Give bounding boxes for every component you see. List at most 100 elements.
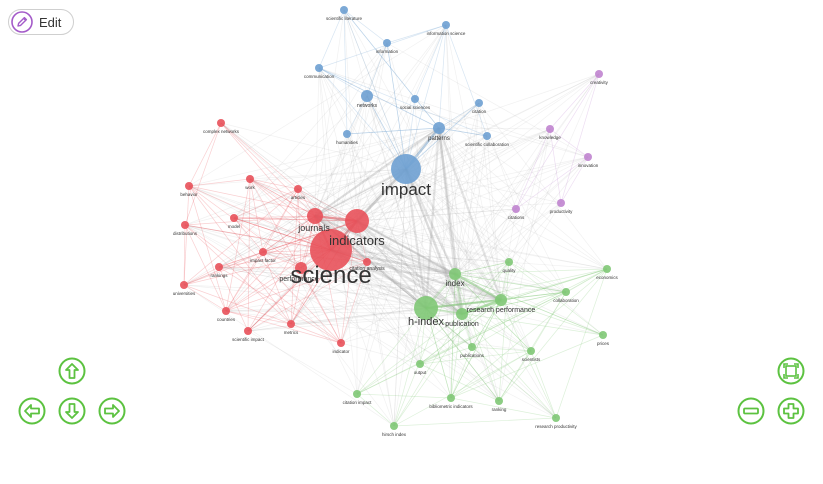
- pan-left-button[interactable]: [18, 397, 46, 425]
- node-humanities[interactable]: [343, 130, 351, 138]
- node-scientific-impact[interactable]: [244, 327, 252, 335]
- node-label: rankings: [210, 273, 228, 278]
- node-countries[interactable]: [222, 307, 230, 315]
- edge: [425, 208, 517, 309]
- node-research-performance[interactable]: [495, 294, 507, 306]
- node-knowledge[interactable]: [546, 125, 554, 133]
- edge: [405, 102, 480, 170]
- edge: [405, 168, 608, 270]
- edge: [549, 128, 589, 158]
- node-publication[interactable]: [456, 308, 468, 320]
- pan-up-button[interactable]: [58, 357, 86, 385]
- edit-button[interactable]: Edit: [8, 9, 74, 35]
- pan-right-button[interactable]: [98, 397, 126, 425]
- node-distributions[interactable]: [181, 221, 189, 229]
- pan-down-button[interactable]: [58, 397, 86, 425]
- node-label: ranking: [492, 407, 507, 412]
- node-scientific-collaboration[interactable]: [483, 132, 491, 140]
- node-citation[interactable]: [475, 99, 483, 107]
- edge: [356, 95, 368, 222]
- node-articles[interactable]: [294, 185, 302, 193]
- node-communication[interactable]: [315, 64, 323, 72]
- edge: [318, 24, 447, 69]
- node-model[interactable]: [230, 214, 238, 222]
- node-indicator[interactable]: [337, 339, 345, 347]
- edge: [188, 185, 292, 325]
- zoom-in-button[interactable]: [777, 397, 805, 425]
- edge: [454, 102, 480, 275]
- node-journals[interactable]: [307, 208, 323, 224]
- node-output[interactable]: [416, 360, 424, 368]
- node-hirsch-index[interactable]: [390, 422, 398, 430]
- node-creativity[interactable]: [595, 70, 603, 78]
- edge: [183, 251, 264, 286]
- node-impact-factor[interactable]: [259, 248, 267, 256]
- edge: [404, 168, 428, 309]
- edge: [454, 273, 502, 301]
- edge: [249, 127, 440, 180]
- node-citations[interactable]: [512, 205, 520, 213]
- node-label: work: [245, 185, 255, 190]
- node-scientific-literature[interactable]: [340, 6, 348, 14]
- edge: [343, 9, 358, 222]
- edge: [366, 42, 388, 97]
- node-universities[interactable]: [180, 281, 188, 289]
- node-impact[interactable]: [391, 154, 421, 184]
- edge: [356, 127, 440, 395]
- edge: [454, 273, 532, 352]
- node-label: networks: [357, 103, 378, 109]
- edge: [340, 261, 368, 344]
- node-index[interactable]: [449, 268, 461, 280]
- edge: [404, 168, 464, 315]
- minus-icon: [737, 397, 765, 425]
- edge: [425, 128, 551, 309]
- edge: [314, 9, 345, 217]
- node-information[interactable]: [383, 39, 391, 47]
- edge: [218, 266, 427, 309]
- node-collaboration[interactable]: [562, 288, 570, 296]
- node-label: information: [376, 49, 399, 54]
- node-prices[interactable]: [599, 331, 607, 339]
- node-patterns[interactable]: [433, 122, 445, 134]
- node-h-index[interactable]: [414, 296, 438, 320]
- node-label: humanities: [336, 140, 359, 145]
- node-performance[interactable]: [295, 262, 307, 274]
- node-label: index: [445, 279, 464, 288]
- node-publications[interactable]: [468, 343, 476, 351]
- node-metrics[interactable]: [287, 320, 295, 328]
- node-science[interactable]: [310, 229, 352, 271]
- node-networks[interactable]: [361, 90, 373, 102]
- node-bibliometric-indicators[interactable]: [447, 394, 455, 402]
- edge: [425, 102, 480, 309]
- node-productivity[interactable]: [557, 199, 565, 207]
- edge: [405, 168, 456, 275]
- node-innovation[interactable]: [584, 153, 592, 161]
- node-rankings[interactable]: [215, 263, 223, 271]
- node-social-sciences[interactable]: [411, 95, 419, 103]
- zoom-out-button[interactable]: [737, 397, 765, 425]
- edge: [471, 268, 608, 348]
- node-research-productivity[interactable]: [552, 414, 560, 422]
- edge: [393, 350, 532, 427]
- node-economics[interactable]: [603, 265, 611, 273]
- node-indicators[interactable]: [345, 209, 369, 233]
- edge: [500, 208, 517, 301]
- node-citation-analysis[interactable]: [363, 258, 371, 266]
- node-complex-networks[interactable]: [217, 119, 225, 127]
- node-ranking[interactable]: [495, 397, 503, 405]
- zoom-extends-button[interactable]: [777, 357, 805, 385]
- edge: [366, 261, 502, 301]
- node-work[interactable]: [246, 175, 254, 183]
- edge: [220, 122, 332, 251]
- edge: [356, 220, 463, 315]
- node-information-science[interactable]: [442, 21, 450, 29]
- node-label: scientific collaboration: [465, 142, 510, 147]
- node-quality[interactable]: [505, 258, 513, 266]
- node-label: collaboration: [553, 298, 579, 303]
- node-citation-impact[interactable]: [353, 390, 361, 398]
- node-scientists[interactable]: [527, 347, 535, 355]
- edge: [405, 102, 480, 170]
- node-label: behavior: [180, 192, 198, 197]
- node-behavior[interactable]: [185, 182, 193, 190]
